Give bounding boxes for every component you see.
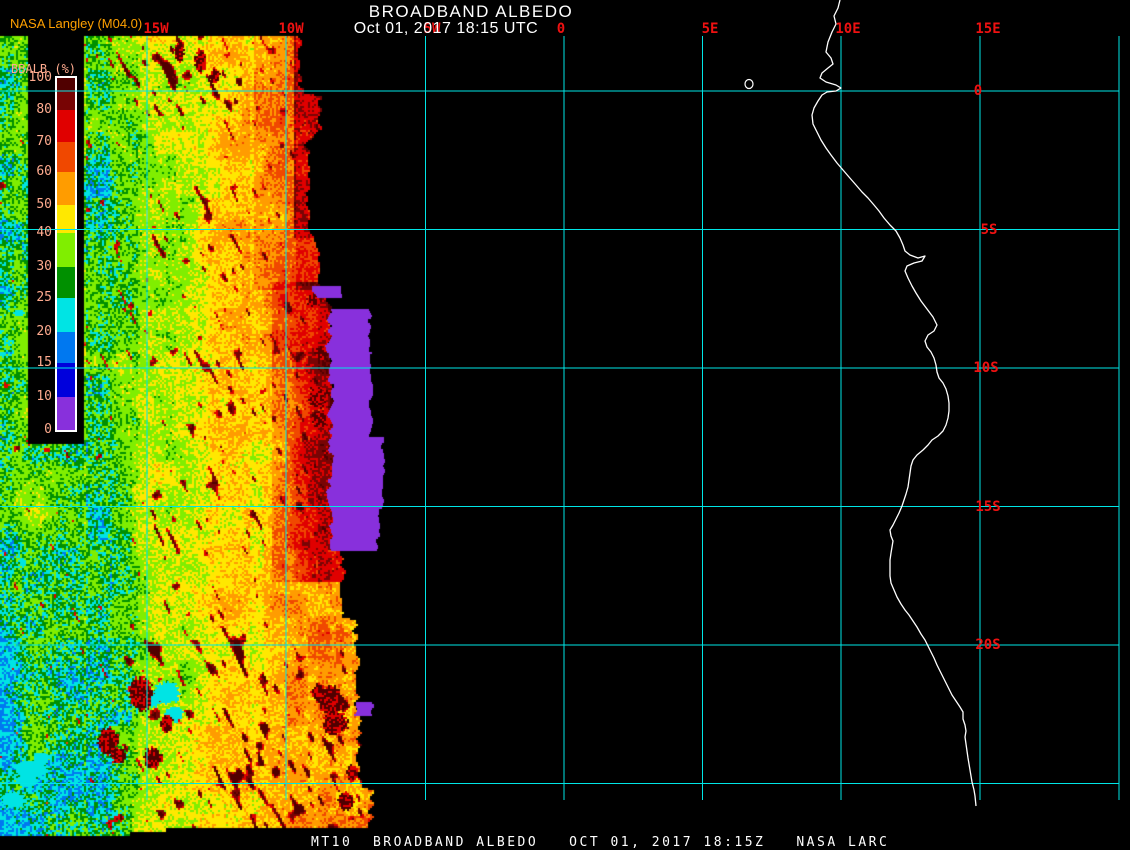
latitude-label-20S: 20S bbox=[975, 637, 1001, 653]
colorbar-tick-0: 0 bbox=[44, 422, 52, 437]
colorbar bbox=[55, 76, 77, 432]
colorbar-tick-40: 40 bbox=[36, 225, 52, 240]
colorbar-tick-70: 70 bbox=[36, 134, 52, 149]
latitude-label-10S: 10S bbox=[973, 360, 999, 376]
colorbar-segment-0-10 bbox=[57, 397, 75, 430]
colorbar-segment-70-80 bbox=[57, 110, 75, 142]
colorbar-segment-80-90 bbox=[57, 90, 75, 110]
latitude-label-5S: 5S bbox=[980, 221, 998, 238]
footer-caption: MT10 BROADBAND ALBEDO OCT 01, 2017 18:15… bbox=[311, 835, 890, 850]
colorbar-segment-30-40 bbox=[57, 233, 75, 267]
longitude-label-5E: 5E bbox=[701, 21, 719, 37]
colorbar-tick-10: 10 bbox=[36, 389, 52, 404]
colorbar-tick-30: 30 bbox=[36, 259, 52, 274]
longitude-label-0: 0 bbox=[556, 21, 566, 37]
legend-ticks: 100 80 70 60 50 40 30 25 20 15 10 0 bbox=[0, 0, 52, 460]
colorbar-tick-20: 20 bbox=[36, 324, 52, 339]
longitude-label-15W: 15W bbox=[143, 21, 169, 37]
colorbar-tick-15: 15 bbox=[36, 355, 52, 370]
colorbar-segment-90-100 bbox=[57, 78, 75, 90]
latitude-label-0: 0 bbox=[973, 83, 983, 99]
legend-title: BBALB (%) bbox=[11, 62, 77, 76]
colorbar-segment-50-60 bbox=[57, 172, 75, 205]
latitude-label-15S: 15S bbox=[975, 498, 1001, 515]
colorbar-tick-100: 100 bbox=[28, 70, 52, 85]
page-title: BROADBAND ALBEDO bbox=[368, 2, 574, 21]
colorbar-tick-25: 25 bbox=[36, 290, 52, 305]
colorbar-segment-15-20 bbox=[57, 332, 75, 363]
colorbar-segment-60-70 bbox=[57, 142, 75, 172]
longitude-label-10E: 10E bbox=[835, 21, 861, 37]
colorbar-segment-20-25 bbox=[57, 298, 75, 332]
colorbar-tick-50: 50 bbox=[36, 197, 52, 212]
credit-label: NASA Langley (M04.0) bbox=[10, 16, 143, 31]
colorbar-tick-60: 60 bbox=[36, 164, 52, 179]
timestamp-subtitle: Oct 01, 2017 18:15 UTC bbox=[353, 20, 539, 37]
colorbar-segment-40-50 bbox=[57, 205, 75, 233]
colorbar-segment-10-15 bbox=[57, 363, 75, 397]
colorbar-segment-25-30 bbox=[57, 267, 75, 298]
longitude-label-5W: 5W bbox=[423, 21, 441, 37]
longitude-label-15E: 15E bbox=[975, 21, 1001, 37]
longitude-label-10W: 10W bbox=[278, 21, 304, 37]
colorbar-tick-80: 80 bbox=[36, 102, 52, 117]
